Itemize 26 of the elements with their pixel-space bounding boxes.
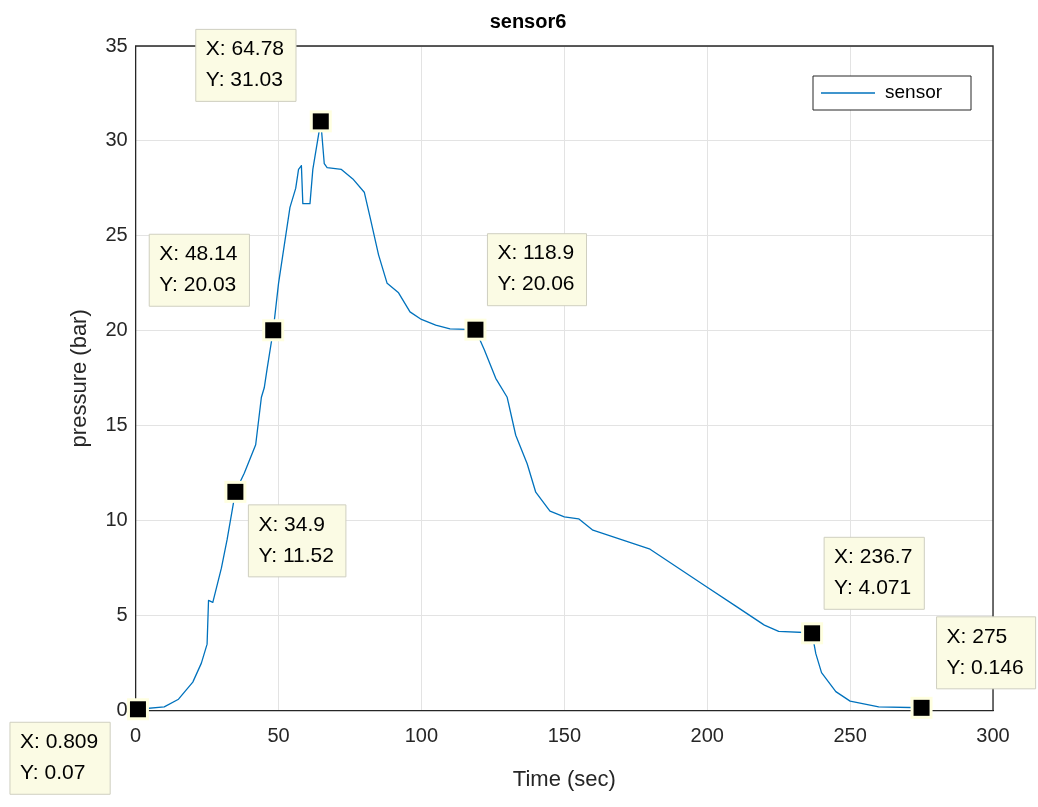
annotation: X: 34.9 Y: 11.52 [258,511,334,566]
x-tick-label: 150 [547,724,582,747]
x-tick-label: 250 [833,724,867,747]
y-tick-label: 10 [105,508,128,531]
x-tick-label: 200 [690,724,724,747]
annotation: X: 64.78 Y: 31.03 [205,36,285,91]
y-tick-label: 20 [105,318,128,341]
y-tick-label: 5 [116,603,128,626]
x-tick-label: 50 [267,724,290,747]
annotation: X: 0.809 Y: 0.07 [19,729,99,784]
x-tick-label: 0 [130,724,142,747]
annotation: X: 118.9 Y: 20.06 [497,240,575,295]
chart-title: sensor6 [489,9,567,32]
legend-label: sensor [885,81,943,103]
y-tick-label: 35 [105,33,128,56]
x-tick-label: 300 [976,724,1010,747]
x-axis-title: Time (sec) [512,765,616,791]
x-tick-label: 100 [404,724,439,747]
y-tick-label: 15 [105,413,128,436]
annotation: X: 236.7 Y: 4.071 [834,544,913,599]
y-tick-label: 0 [116,698,128,721]
annotation: X: 275 Y: 0.146 [946,623,1024,678]
y-tick-label: 30 [105,128,128,151]
y-tick-label: 25 [105,223,128,246]
annotation: X: 48.14 Y: 20.03 [159,241,238,296]
y-axis-title: pressure (bar) [66,309,92,448]
